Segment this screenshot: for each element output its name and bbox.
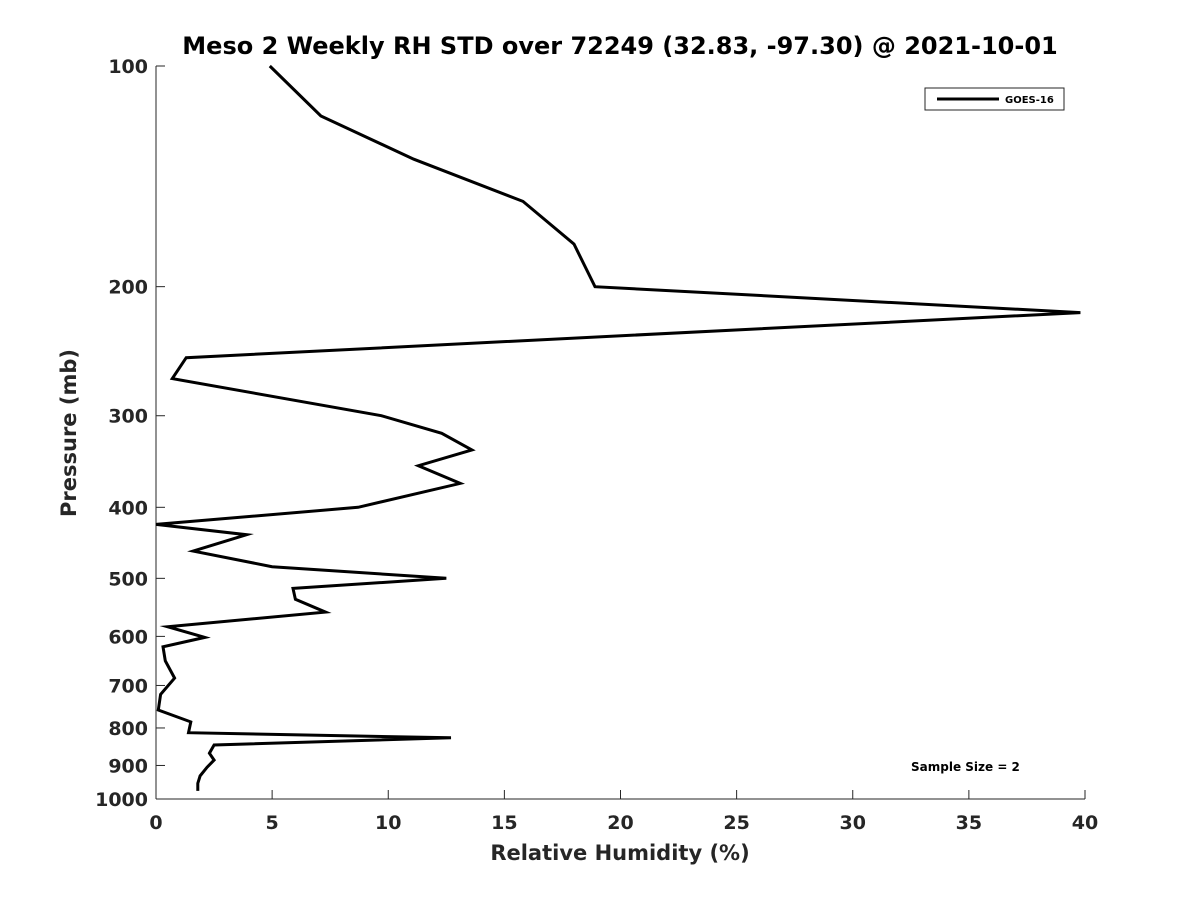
x-tick-label: 20 — [607, 812, 633, 834]
y-tick-label: 600 — [108, 626, 148, 648]
x-axis-ticks: 0 5 10 15 20 25 30 35 40 — [149, 790, 1098, 834]
x-tick-label: 15 — [491, 812, 517, 834]
series-group — [155, 64, 1081, 791]
y-axis-ticks: 100 200 300 400 500 600 700 800 900 1000 — [95, 56, 165, 811]
x-tick-label: 25 — [723, 812, 749, 834]
y-axis-label: Pressure (mb) — [57, 349, 81, 517]
x-tick-label: 5 — [266, 812, 279, 834]
y-tick-label: 800 — [108, 718, 148, 740]
legend: GOES-16 — [924, 87, 1065, 111]
y-tick-label: 100 — [108, 56, 148, 78]
legend-label-goes-16: GOES-16 — [1005, 95, 1054, 106]
x-tick-label: 30 — [840, 812, 866, 834]
plot-area: 0 5 10 15 20 25 30 35 40 100 200 300 400 500 600 700 80… — [95, 56, 1098, 834]
x-tick-label: 40 — [1072, 812, 1098, 834]
y-tick-label: 700 — [108, 675, 148, 697]
y-tick-label: 300 — [108, 406, 148, 428]
y-tick-label: 1000 — [95, 789, 148, 811]
x-tick-label: 10 — [375, 812, 401, 834]
series-line-goes-16 — [155, 64, 1081, 791]
sample-size-annotation: Sample Size = 2 — [911, 760, 1020, 774]
y-tick-label: 500 — [108, 568, 148, 590]
chart-title: Meso 2 Weekly RH STD over 72249 (32.83, … — [182, 32, 1057, 60]
x-tick-label: 0 — [149, 812, 162, 834]
y-tick-label: 200 — [108, 277, 148, 299]
y-tick-label: 400 — [108, 497, 148, 519]
x-tick-label: 35 — [956, 812, 982, 834]
y-tick-label: 900 — [108, 755, 148, 777]
x-axis-label: Relative Humidity (%) — [490, 841, 749, 865]
